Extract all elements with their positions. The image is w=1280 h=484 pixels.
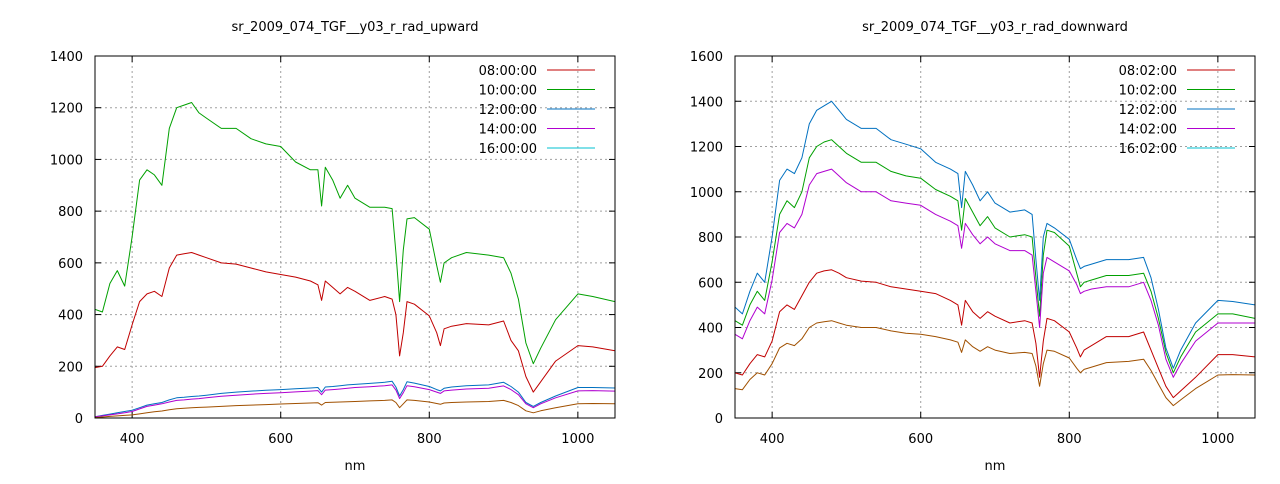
legend-label: 10:00:00 [479, 84, 537, 99]
series-line-080200 [735, 269, 1255, 399]
legend-label: 12:02:00 [1119, 103, 1177, 118]
legend-label: 08:02:00 [1119, 64, 1177, 79]
y-tick-label: 400 [698, 322, 723, 337]
series-line-100200 [735, 139, 1255, 374]
legend-label: 16:02:00 [1119, 142, 1177, 157]
x-tick-label: 1000 [561, 432, 594, 447]
y-tick-label: 1400 [50, 50, 83, 65]
chart-panel-2: sr_2009_074_TGF__y03_r_rad_downward 400 60… [690, 20, 1256, 474]
y-tick-label: 1200 [690, 141, 723, 156]
series-line-080000 [95, 252, 615, 393]
x-tick-label: 800 [1057, 432, 1082, 447]
y-tick-label: 600 [58, 257, 83, 272]
legend-label: 10:02:00 [1119, 84, 1177, 99]
y-tick-label: 400 [58, 309, 83, 324]
chart-panel-1: sr_2009_074_TGF__y03_r_rad_upward 400 600 8… [50, 20, 616, 474]
x-tick-label: 400 [120, 432, 145, 447]
series-line-140000 [95, 384, 615, 418]
legend-label: 08:00:00 [479, 64, 537, 79]
series-line-140200 [735, 168, 1255, 378]
x-tick-label: 400 [760, 432, 785, 447]
legend-label: 14:02:00 [1119, 123, 1177, 138]
series-line-120200 [735, 100, 1255, 369]
y-tick-label: 1000 [50, 153, 83, 168]
y-tick-label: 800 [58, 205, 83, 220]
x-axis-label: nm [985, 459, 1006, 474]
y-tick-label: 1400 [690, 95, 723, 110]
x-tick-label: 600 [268, 432, 293, 447]
series-line-unlabeled-5 [95, 399, 615, 418]
y-tick-label: 0 [715, 412, 723, 427]
x-tick-label: 600 [908, 432, 933, 447]
y-tick-label: 1200 [50, 102, 83, 117]
x-axis-label: nm [345, 459, 366, 474]
y-tick-label: 200 [698, 367, 723, 382]
chart-title: sr_2009_074_TGF__y03_r_rad_downward [862, 20, 1128, 35]
legend-label: 12:00:00 [479, 103, 537, 118]
x-tick-label: 800 [417, 432, 442, 447]
y-tick-label: 1600 [690, 50, 723, 65]
x-tick-label: 1000 [1201, 432, 1234, 447]
y-tick-label: 0 [75, 412, 83, 427]
series-line-100000 [95, 102, 615, 365]
series-line-unlabeled-5 [735, 320, 1255, 407]
y-tick-label: 200 [58, 360, 83, 375]
y-tick-label: 600 [698, 276, 723, 291]
legend-label: 16:00:00 [479, 142, 537, 157]
y-tick-label: 800 [698, 231, 723, 246]
chart-title: sr_2009_074_TGF__y03_r_rad_upward [231, 20, 478, 35]
series-line-120000 [95, 380, 615, 418]
plot-frame [734, 55, 1256, 419]
plot-frame [94, 55, 616, 419]
y-tick-label: 1000 [690, 186, 723, 201]
legend-label: 14:00:00 [479, 123, 537, 138]
